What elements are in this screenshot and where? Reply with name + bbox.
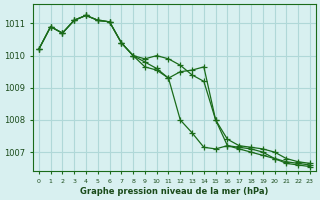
X-axis label: Graphe pression niveau de la mer (hPa): Graphe pression niveau de la mer (hPa): [80, 187, 268, 196]
